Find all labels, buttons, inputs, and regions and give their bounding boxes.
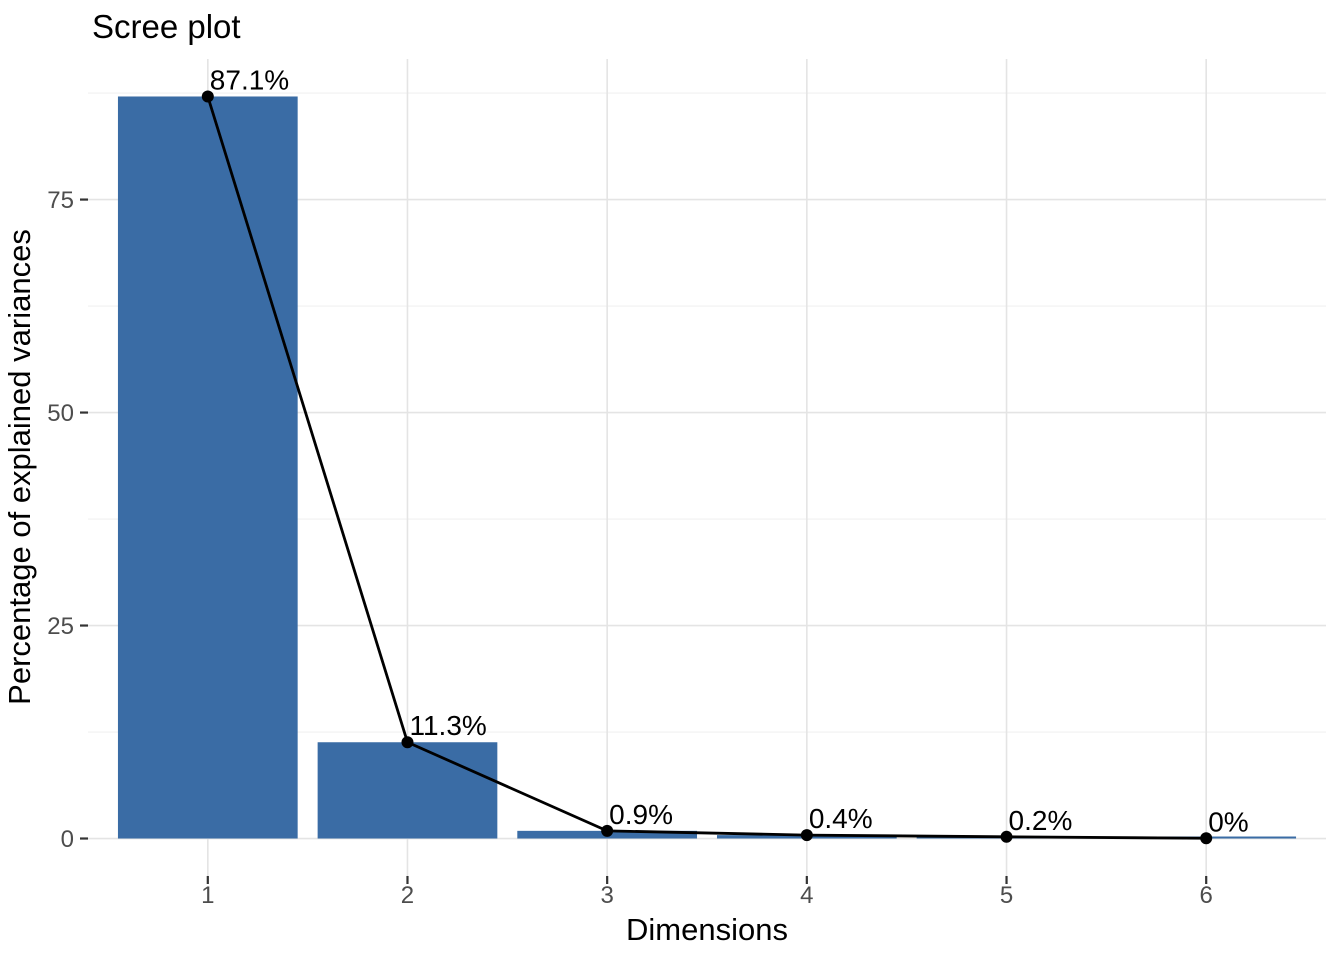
data-point-label: 0.4% bbox=[809, 803, 873, 834]
x-axis-title: Dimensions bbox=[626, 912, 788, 947]
x-tick-label: 1 bbox=[201, 882, 214, 909]
chart-title: Scree plot bbox=[92, 8, 241, 45]
data-point bbox=[401, 736, 414, 749]
data-point-label: 0.9% bbox=[609, 799, 673, 830]
y-tick-label: 25 bbox=[47, 613, 74, 640]
x-tick-label: 5 bbox=[1000, 882, 1013, 909]
data-point bbox=[601, 824, 614, 837]
data-point bbox=[1000, 830, 1013, 843]
x-tick-label: 2 bbox=[401, 882, 414, 909]
x-tick-label: 4 bbox=[800, 882, 813, 909]
scree-line bbox=[206, 96, 1207, 840]
data-point bbox=[201, 90, 214, 103]
y-tick-label: 50 bbox=[47, 400, 74, 427]
data-point-label: 0.2% bbox=[1009, 805, 1073, 836]
data-point bbox=[800, 829, 813, 842]
variance-bar bbox=[317, 742, 498, 839]
data-point-label: 11.3% bbox=[409, 710, 486, 741]
y-tick-label: 0 bbox=[61, 826, 74, 853]
data-point-label: 0% bbox=[1208, 806, 1248, 837]
plot-area: 1 2 3 4 5 6 0 25 50 75 87.1% 11.3% 0.9% 0.4% 0.2% 0% bbox=[47, 59, 1326, 909]
x-tick-label: 6 bbox=[1200, 882, 1213, 909]
variance-bar bbox=[117, 96, 298, 839]
y-axis-title: Percentage of explained variances bbox=[2, 229, 37, 705]
y-tick-label: 75 bbox=[47, 187, 74, 214]
x-tick-label: 3 bbox=[600, 882, 613, 909]
data-point-label: 87.1% bbox=[210, 64, 289, 95]
data-point bbox=[1200, 832, 1213, 845]
